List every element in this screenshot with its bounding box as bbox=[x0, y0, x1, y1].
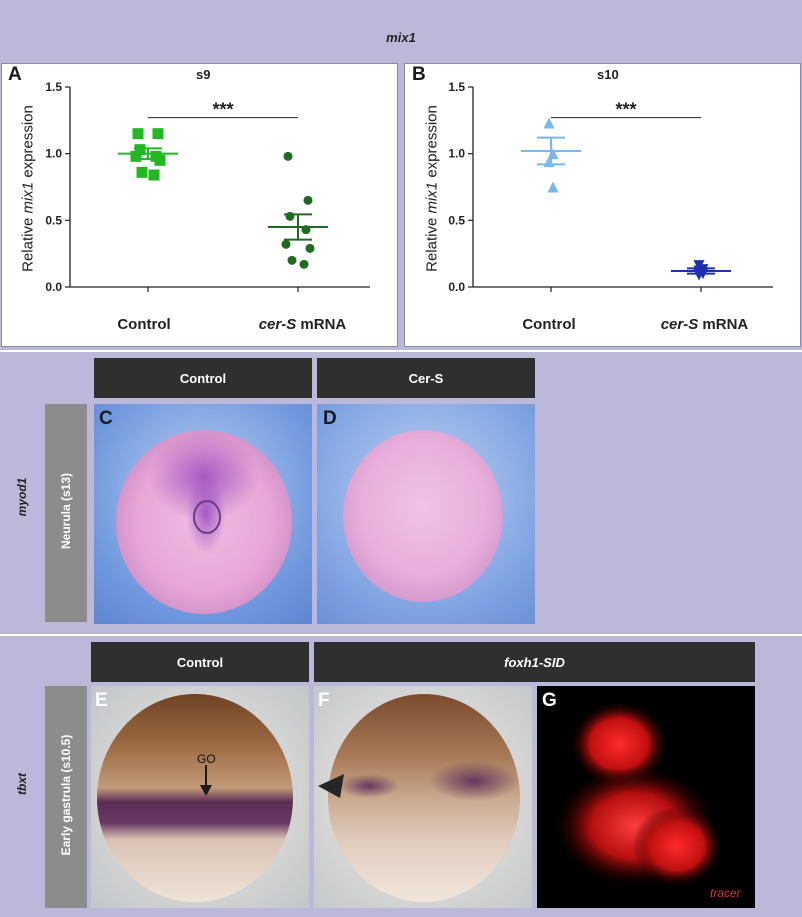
stage-early-gastrula: Early gastrula (s10.5) bbox=[45, 686, 87, 908]
panel-f-letter: F bbox=[318, 690, 330, 711]
gene-myod1: myod1 bbox=[15, 477, 29, 517]
chart-b-point-0-3 bbox=[547, 181, 559, 193]
chart-a-y-tick-label-2: 1.0 bbox=[45, 147, 62, 161]
chart-a-y-tick-label-0: 0.0 bbox=[45, 280, 62, 294]
chart-a-point-1-5 bbox=[305, 243, 315, 253]
stage-neurula: Neurula (s13) bbox=[45, 404, 87, 622]
embryo-image-c bbox=[94, 404, 312, 624]
chart-a-point-0-1 bbox=[152, 128, 164, 140]
annotation-go: GO bbox=[197, 752, 216, 766]
embryo-image-d bbox=[317, 404, 535, 624]
embryo-image-e bbox=[91, 686, 309, 908]
panel-b-box bbox=[404, 63, 801, 347]
chart-b-significance-stars: *** bbox=[615, 100, 636, 120]
chart-a-point-0-5 bbox=[154, 154, 166, 166]
chart-a: 0.0 0.5 1.0 1.5 *** bbox=[45, 80, 370, 294]
chart-a-point-1-2 bbox=[285, 211, 295, 221]
panel-g-letter: G bbox=[542, 690, 557, 711]
chart-a-significance-stars: *** bbox=[212, 100, 233, 120]
panel-e-letter: E bbox=[95, 690, 108, 711]
panel-d-letter: D bbox=[323, 408, 337, 429]
chart-a-point-1-4 bbox=[281, 239, 291, 249]
chart-a-point-1-6 bbox=[287, 255, 297, 265]
panel-a-letter: A bbox=[8, 64, 22, 85]
panel-b-title: s10 bbox=[597, 67, 619, 82]
panel-a-box bbox=[1, 63, 398, 347]
header-control-e: Control bbox=[91, 642, 309, 682]
panel-b-letter: B bbox=[412, 64, 426, 85]
header-cer-s: Cer-S bbox=[317, 358, 535, 398]
panel-b-x-label-control: Control bbox=[522, 316, 576, 333]
chart-b-y-tick-label-0: 0.0 bbox=[448, 280, 465, 294]
chart-a-point-0-4 bbox=[130, 150, 142, 162]
chart-b-y-tick-label-2: 1.0 bbox=[448, 147, 465, 161]
tracer-image-g bbox=[537, 686, 755, 908]
chart-a-point-0-2 bbox=[134, 144, 146, 156]
panel-c-letter: C bbox=[99, 408, 113, 429]
chart-b-point-0-0 bbox=[543, 117, 555, 129]
chart-a-point-0-7 bbox=[148, 169, 160, 181]
chart-a-y-tick-label-3: 1.5 bbox=[45, 80, 62, 94]
chart-a-point-1-1 bbox=[303, 195, 313, 205]
panel-a-x-label-cer: cer-S mRNA bbox=[258, 316, 347, 333]
chart-a-y-tick-label-1: 0.5 bbox=[45, 213, 62, 227]
chart-a-point-0-6 bbox=[136, 166, 148, 178]
top-title-band bbox=[0, 0, 802, 63]
chart-a-point-1-7 bbox=[299, 259, 309, 269]
chart-b-y-tick-label-1: 0.5 bbox=[448, 213, 465, 227]
gene-tbxt: tbxt bbox=[15, 773, 29, 795]
tracer-label: tracer bbox=[710, 886, 741, 900]
chart-b: 0.0 0.5 1.0 1.5 *** bbox=[448, 80, 773, 294]
panel-b-x-label-cer: cer-S mRNA bbox=[660, 316, 749, 333]
embryo-image-f bbox=[314, 686, 532, 908]
header-foxh1-sid: foxh1-SID bbox=[314, 642, 755, 682]
chart-a-point-0-0 bbox=[132, 128, 144, 140]
chart-a-point-1-0 bbox=[283, 151, 293, 161]
top-title: mix1 bbox=[386, 30, 416, 45]
header-control-cd: Control bbox=[94, 358, 312, 398]
panel-a-x-label-control: Control bbox=[117, 316, 171, 333]
chart-b-y-tick-label-3: 1.5 bbox=[448, 80, 465, 94]
panel-a-title: s9 bbox=[196, 67, 211, 82]
